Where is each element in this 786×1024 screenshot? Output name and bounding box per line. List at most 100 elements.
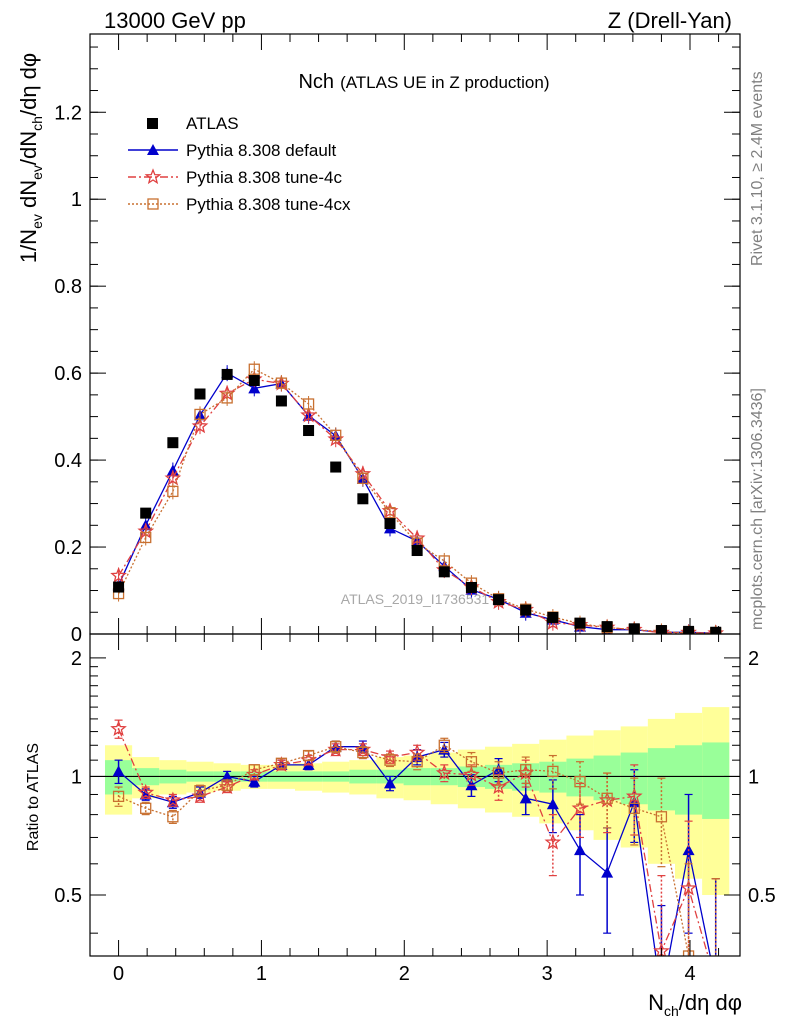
- main-point-star: [110, 566, 127, 583]
- main-point-open-square: [140, 531, 152, 544]
- y-tick-label-ratio-right: 2: [748, 648, 759, 670]
- main-point-atlas: [574, 617, 586, 629]
- main-point-atlas: [275, 395, 287, 407]
- legend-label-tune4cx: Pythia 8.308 tune-4cx: [186, 195, 351, 214]
- ratio-point-open-square: [628, 802, 640, 814]
- ratio-point-open-square: [140, 802, 152, 814]
- ratio-point-open-square: [384, 754, 396, 766]
- y-axis-label-main: 1/Nev dNev/dNch/dη dφ: [16, 53, 45, 263]
- ratio-point-open-square: [520, 764, 532, 776]
- main-point-open-square: [194, 408, 206, 421]
- ratio-uncertainty-bands: [90, 707, 740, 895]
- main-point-open-square: [275, 377, 288, 389]
- ratio-line-star: [118, 728, 709, 956]
- y-tick-label-main: 0: [71, 624, 82, 646]
- main-point-atlas: [683, 625, 695, 634]
- main-point-atlas: [465, 581, 477, 593]
- legend-entry-tune4c: Pythia 8.308 tune-4c: [128, 168, 342, 187]
- main-series-group: [110, 361, 725, 634]
- ratio-panel: 0.5 0.5 1 1 2 2 0 1 2 3 4 Ratio to ATLAS Nch/dη dφ: [25, 633, 776, 1019]
- ratio-point-star: [110, 720, 127, 737]
- ratio-band-stat: [702, 742, 730, 819]
- y-tick-label-ratio-right: 1: [748, 766, 759, 788]
- ratio-point-open-square: [330, 741, 342, 753]
- main-title: Nch (ATLAS UE in Z production): [298, 71, 549, 93]
- ratio-point-star: [680, 879, 697, 896]
- y-tick-label-main: 0.4: [54, 450, 82, 472]
- ratio-point-open-square: [302, 749, 315, 762]
- ratio-point-triangle: [112, 765, 125, 777]
- y-tick-label-ratio: 0.5: [54, 885, 82, 907]
- main-point-open-square: [357, 472, 369, 484]
- main-point-atlas: [601, 621, 613, 633]
- ratio-line-open-square: [118, 744, 690, 956]
- ratio-point-triangle: [438, 743, 451, 755]
- legend: ATLAS Pythia 8.308 default Pythia 8.308 …: [128, 114, 351, 214]
- legend-label-atlas: ATLAS: [186, 114, 239, 133]
- ratio-point-open-square: [682, 950, 695, 956]
- ratio-point-triangle: [384, 777, 396, 789]
- main-point-star: [300, 406, 317, 423]
- ratio-point-star: [435, 764, 453, 781]
- header-left: 13000 GeV pp: [104, 8, 246, 33]
- ratio-point-open-square: [248, 764, 260, 776]
- main-point-atlas: [520, 604, 532, 616]
- ratio-point-star: [463, 765, 480, 782]
- x-tick-label: 4: [684, 963, 695, 985]
- main-point-atlas: [438, 566, 450, 578]
- ratio-point-triangle: [519, 792, 532, 804]
- subtitle-text: (ATLAS UE in Z production): [340, 73, 549, 92]
- ratio-point-triangle: [139, 788, 152, 800]
- ratio-point-open-square: [221, 779, 233, 791]
- legend-entry-tune4cx: Pythia 8.308 tune-4cx: [128, 195, 351, 214]
- legend-tune4cx-marker: [147, 198, 159, 210]
- y-tick-label-main: 0.2: [54, 537, 82, 559]
- ratio-point-triangle: [601, 866, 614, 878]
- header-right: Z (Drell-Yan): [608, 8, 732, 33]
- ratio-point-open-square: [655, 811, 668, 823]
- ratio-point-triangle: [221, 770, 234, 782]
- mcplots-label: mcplots.cern.ch [arXiv:1306.3436]: [749, 388, 766, 630]
- main-point-open-square: [221, 392, 233, 404]
- ratio-point-open-square: [438, 739, 450, 751]
- legend-default-marker: [147, 144, 159, 155]
- y-tick-label-main: 1.2: [54, 102, 82, 124]
- main-point-open-square: [438, 555, 450, 567]
- main-point-atlas: [357, 493, 369, 505]
- ratio-series-group: [110, 719, 720, 956]
- ratio-point-open-square: [167, 811, 179, 823]
- main-point-atlas: [411, 545, 423, 557]
- main-point-atlas: [303, 425, 315, 437]
- x-axis-label: Nch/dη dφ: [648, 990, 742, 1019]
- ratio-point-open-square: [465, 756, 478, 768]
- ratio-point-open-square: [601, 792, 613, 804]
- y-axis-label-ratio: Ratio to ATLAS: [25, 743, 42, 851]
- legend-tune4c-marker: [144, 168, 162, 185]
- main-point-open-square: [302, 398, 315, 410]
- title-text: Nch: [298, 71, 334, 93]
- x-tick-label: 2: [399, 963, 410, 985]
- legend-entry-default: Pythia 8.308 default: [128, 141, 337, 160]
- ratio-point-star: [571, 799, 589, 816]
- ratio-point-triangle: [248, 775, 261, 787]
- main-point-atlas: [140, 507, 152, 519]
- x-tick-label: 3: [542, 963, 553, 985]
- main-point-open-square: [330, 429, 342, 441]
- x-tick-label: 1: [256, 963, 267, 985]
- ratio-point-open-square: [275, 757, 288, 769]
- ratio-point-open-square: [547, 765, 559, 778]
- legend-atlas-marker: [147, 118, 158, 129]
- ratio-point-open-square: [574, 776, 586, 788]
- analysis-watermark: ATLAS_2019_I1736531: [341, 591, 490, 607]
- main-point-star: [164, 469, 182, 486]
- y-tick-label-ratio: 1: [71, 766, 82, 788]
- main-panel: Nch (ATLAS UE in Z production) 1/Nev dNev…: [16, 33, 741, 646]
- main-point-atlas: [221, 368, 233, 380]
- main-point-atlas: [384, 518, 396, 530]
- ratio-frame: [89, 633, 741, 957]
- main-point-star: [191, 417, 209, 434]
- y-tick-label-main: 0.6: [54, 363, 82, 385]
- main-point-atlas: [248, 375, 260, 387]
- y-tick-label-ratio-right: 0.5: [748, 885, 776, 907]
